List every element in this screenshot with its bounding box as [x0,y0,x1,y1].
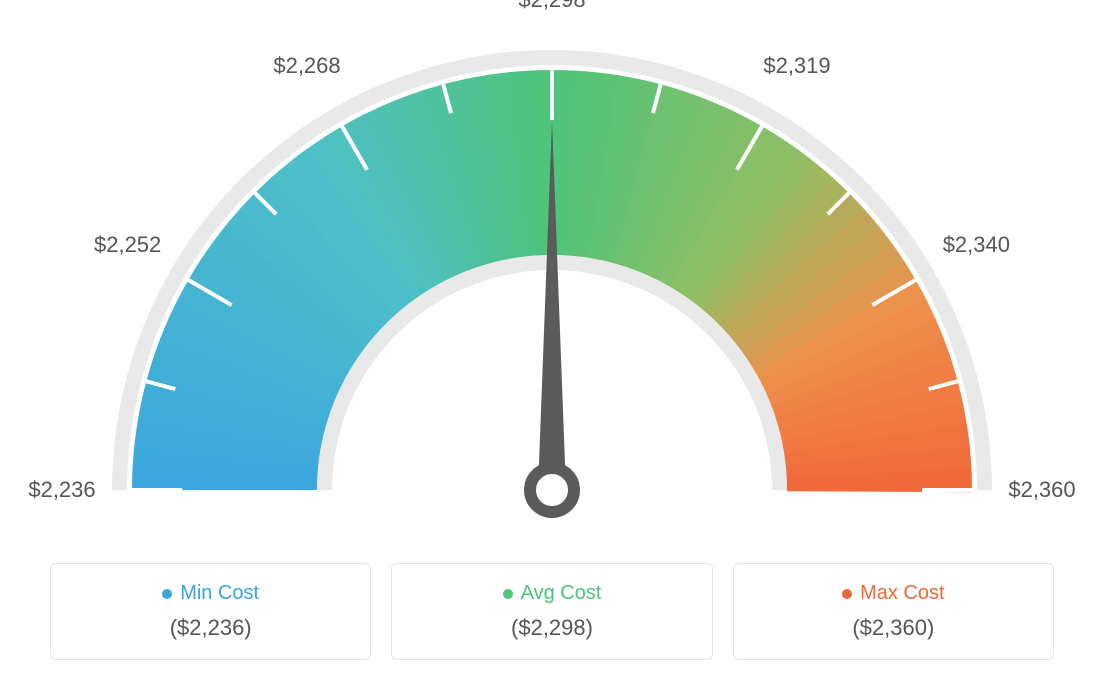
gauge-tick-label: $2,268 [273,53,340,79]
min-cost-title: Min Cost [180,582,259,605]
min-cost-card: Min Cost ($2,236) [50,563,371,660]
avg-cost-card: Avg Cost ($2,298) [391,563,712,660]
summary-cards: Min Cost ($2,236) Avg Cost ($2,298) Max … [50,563,1054,660]
max-cost-title: Max Cost [860,582,944,605]
avg-cost-dot [503,589,513,599]
gauge-tick-label: $2,360 [1008,477,1075,503]
avg-cost-title: Avg Cost [521,582,602,605]
gauge-tick-label: $2,236 [28,477,95,503]
min-cost-dot [162,589,172,599]
avg-cost-value: ($2,298) [404,615,699,641]
gauge-svg [0,0,1104,540]
min-cost-value: ($2,236) [63,615,358,641]
gauge-tick-label: $2,340 [943,232,1010,258]
max-cost-value: ($2,360) [746,615,1041,641]
gauge-tick-label: $2,252 [94,232,161,258]
min-cost-title-row: Min Cost [162,582,259,605]
max-cost-title-row: Max Cost [842,582,944,605]
gauge-chart-container: $2,236 $2,252 $2,268 $2,298 $2,319 $2,340 $2,3… [0,0,1104,690]
gauge-tick-label: $2,298 [518,0,585,13]
max-cost-dot [842,589,852,599]
gauge-area: $2,236 $2,252 $2,268 $2,298 $2,319 $2,340 $2,3… [0,0,1104,540]
max-cost-card: Max Cost ($2,360) [733,563,1054,660]
gauge-tick-label: $2,319 [763,53,830,79]
avg-cost-title-row: Avg Cost [503,582,602,605]
